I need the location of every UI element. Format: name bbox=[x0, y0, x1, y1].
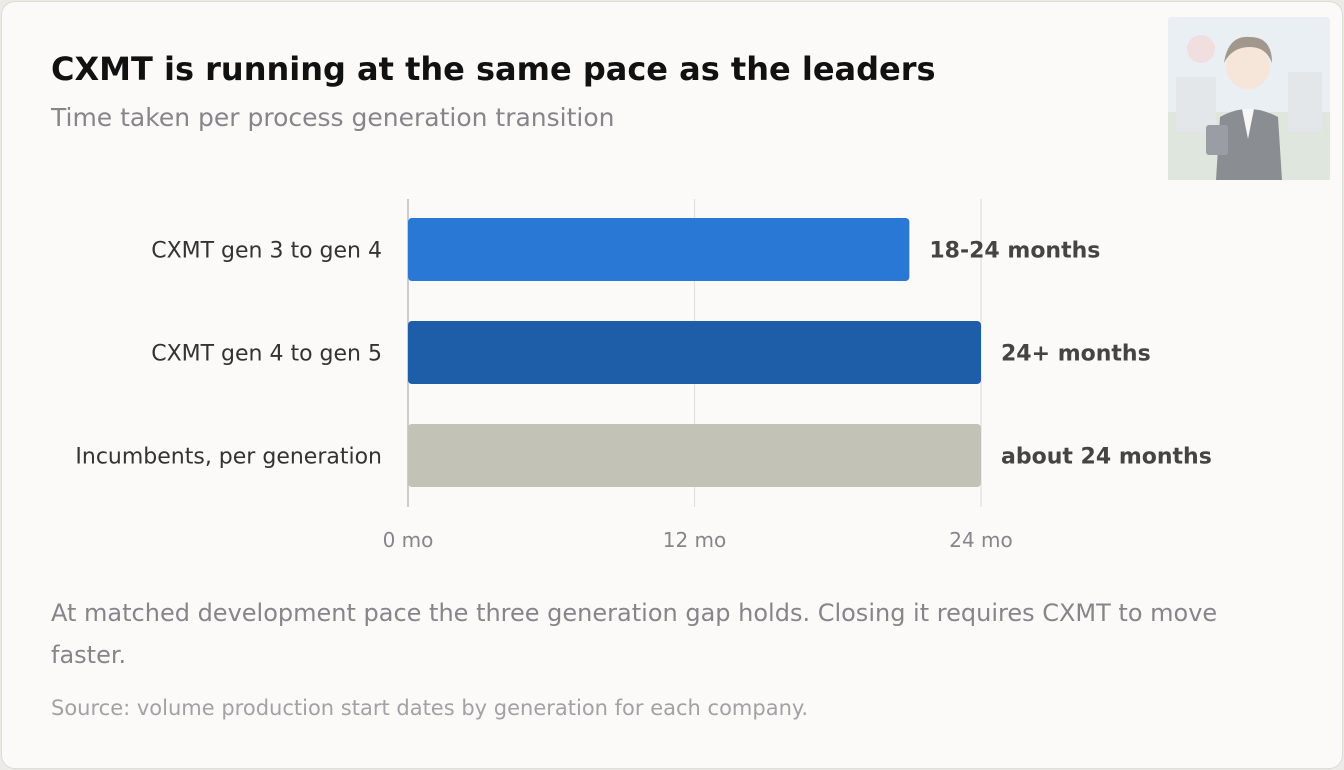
bar bbox=[408, 424, 981, 487]
avatar-illustration bbox=[1168, 17, 1330, 180]
chart-title: CXMT is running at the same pace as the … bbox=[51, 50, 936, 88]
category-label: Incumbents, per generation bbox=[75, 445, 382, 470]
x-tick-label: 12 mo bbox=[663, 528, 727, 552]
category-label: CXMT gen 4 to gen 5 bbox=[151, 342, 382, 367]
bar bbox=[408, 321, 981, 384]
data-label: about 24 months bbox=[1001, 445, 1212, 470]
bar-chart: 0 mo 12 mo 24 mo CXMT gen 3 to gen 4 18-24 m… bbox=[75, 199, 1212, 552]
data-label: 18-24 months bbox=[929, 239, 1100, 264]
chart-note: At matched development pace the three ge… bbox=[51, 599, 1218, 669]
x-tick-label: 0 mo bbox=[383, 528, 434, 552]
bar bbox=[408, 218, 910, 281]
x-tick-label: 24 mo bbox=[949, 528, 1013, 552]
chart-subtitle: Time taken per process generation transi… bbox=[51, 103, 615, 132]
data-label: 24+ months bbox=[1001, 342, 1151, 367]
chart-source: Source: volume production start dates by… bbox=[51, 696, 808, 720]
category-label: CXMT gen 3 to gen 4 bbox=[151, 239, 382, 264]
